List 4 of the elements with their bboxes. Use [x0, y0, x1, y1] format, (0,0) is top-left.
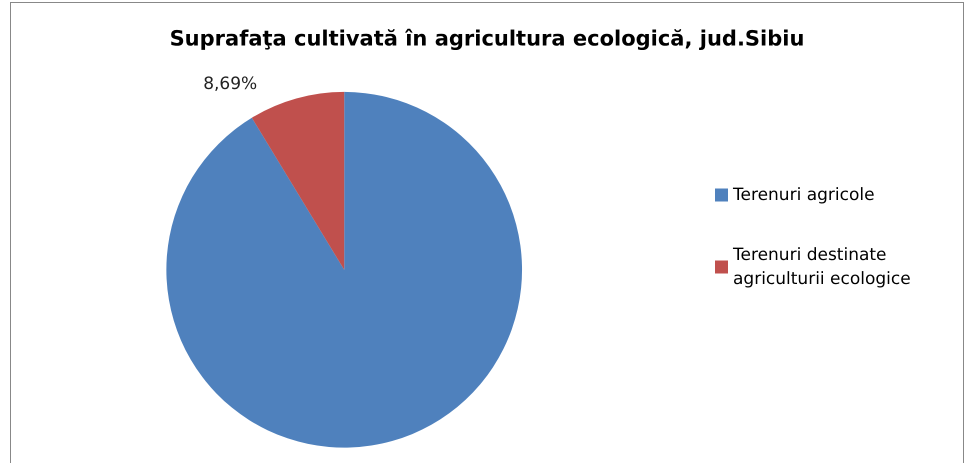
data-label: 8,69% — [203, 74, 258, 94]
legend-label: Terenuri agricole — [732, 185, 875, 205]
chart-title: Suprafaţa cultivată în agricultura ecologică, jud.Sibiu — [170, 26, 804, 50]
legend-label: Terenuri destinate agriculturii ecologice — [732, 245, 911, 289]
